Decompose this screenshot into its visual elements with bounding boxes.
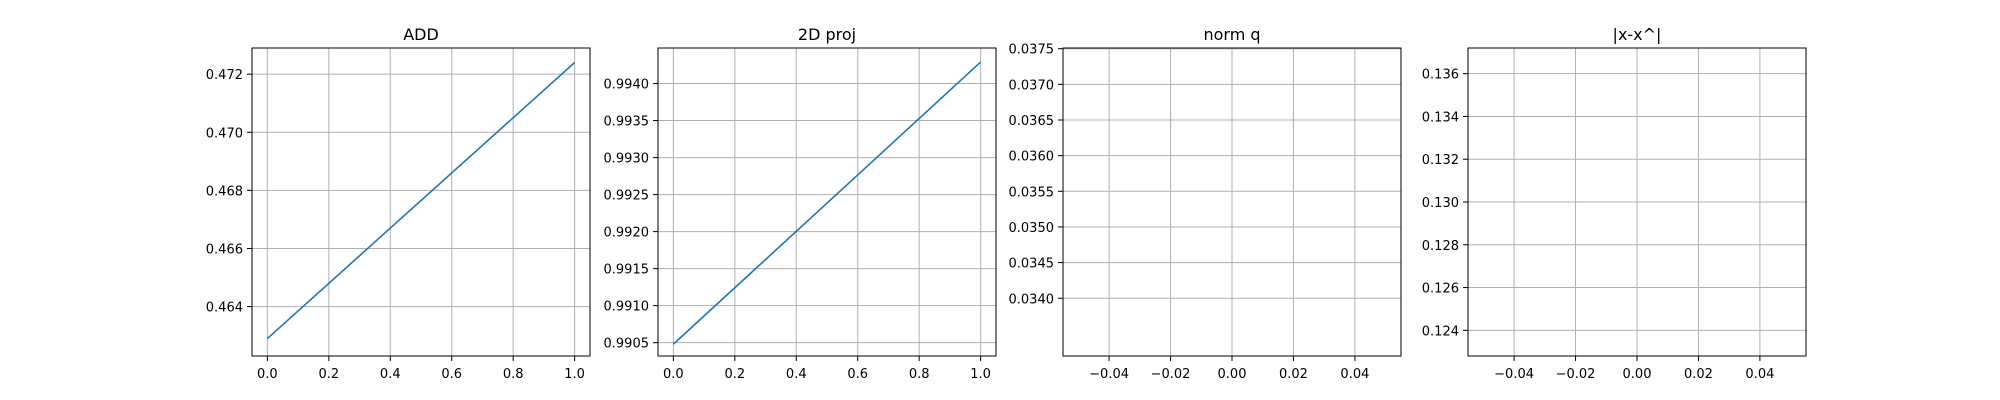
chart-panel-add: ADD 0.0 0.2 0.4 0.6 0.8 1.0 0.464 0.466 0.468 0.4…	[206, 25, 591, 382]
y-tick-label: 0.0375	[1009, 43, 1055, 58]
x-tick-label: 0.00	[1218, 367, 1247, 382]
y-tick-label: 0.0365	[1009, 114, 1055, 129]
chart-panel-norm-q: norm q −0.04 −0.02 0.00 0.02 0.04 0.0340 0.034…	[1009, 25, 1402, 382]
y-tick-label: 0.126	[1422, 282, 1459, 297]
y-tick-label: 0.9940	[604, 78, 650, 93]
y-tick-label: 0.124	[1422, 324, 1459, 339]
axes-frame	[251, 47, 591, 357]
x-tick-label: 0.2	[318, 367, 339, 382]
x-tick-label: 0.0	[663, 367, 684, 382]
y-tick-label: 0.0370	[1009, 78, 1055, 93]
x-tick-label: 0.6	[847, 367, 868, 382]
y-tick-label: 0.472	[206, 68, 243, 83]
x-tick-label: 0.04	[1745, 367, 1774, 382]
y-tick-label: 0.470	[206, 126, 243, 141]
chart-title: ADD	[403, 25, 439, 44]
y-tick-label: 0.132	[1422, 153, 1459, 168]
y-tick-label: 0.9925	[604, 189, 650, 204]
y-tick-label: 0.9915	[604, 263, 650, 278]
x-tick-label: 0.02	[1279, 367, 1308, 382]
y-tick-label: 0.136	[1422, 68, 1459, 83]
x-tick-label: 0.4	[380, 367, 401, 382]
chart-title: norm q	[1203, 25, 1260, 44]
x-tick-label: 0.0	[257, 367, 278, 382]
y-tick-label: 0.0360	[1009, 150, 1055, 165]
x-tick-label: 0.4	[786, 367, 807, 382]
y-tick-label: 0.0355	[1009, 185, 1055, 200]
y-tick-label: 0.0345	[1009, 257, 1055, 272]
x-tick-label: 0.8	[503, 367, 524, 382]
x-tick-label: 0.8	[909, 367, 930, 382]
y-tick-label: 0.9920	[604, 226, 650, 241]
x-tick-label: 0.02	[1684, 367, 1713, 382]
y-tick-label: 0.9905	[604, 337, 650, 352]
chart-panel-x-error: |x-x^| −0.04 −0.02 0.00 0.02 0.04 0.124 0.126 0…	[1422, 25, 1807, 382]
chart-panel-2d-proj: 2D proj 0.0 0.2 0.4 0.6 0.8 1.0 0.9905 0.9910 0.…	[604, 25, 997, 382]
x-tick-label: 1.0	[564, 367, 585, 382]
y-tick-label: 0.466	[206, 242, 243, 257]
x-tick-label: 0.6	[441, 367, 462, 382]
chart-title: |x-x^|	[1613, 25, 1662, 44]
x-tick-label: 1.0	[970, 367, 991, 382]
x-tick-label: −0.02	[1556, 367, 1596, 382]
x-tick-label: −0.04	[1494, 367, 1534, 382]
x-tick-label: 0.04	[1340, 367, 1369, 382]
y-tick-label: 0.468	[206, 184, 243, 199]
series-line	[266, 61, 576, 340]
y-tick-label: 0.134	[1422, 110, 1459, 125]
x-tick-label: 0.00	[1623, 367, 1652, 382]
y-tick-label: 0.9935	[604, 115, 650, 130]
y-tick-label: 0.130	[1422, 196, 1459, 211]
y-tick-label: 0.0350	[1009, 221, 1055, 236]
y-tick-label: 0.9910	[604, 300, 650, 315]
axes-frame	[657, 47, 997, 357]
y-tick-label: 0.0340	[1009, 292, 1055, 307]
y-tick-label: 0.464	[206, 301, 243, 316]
y-tick-label: 0.128	[1422, 239, 1459, 254]
series-line	[672, 61, 982, 345]
x-tick-label: −0.02	[1151, 367, 1191, 382]
x-tick-label: −0.04	[1089, 367, 1129, 382]
chart-title: 2D proj	[798, 25, 856, 44]
x-tick-label: 0.2	[724, 367, 745, 382]
y-tick-label: 0.9930	[604, 152, 650, 167]
